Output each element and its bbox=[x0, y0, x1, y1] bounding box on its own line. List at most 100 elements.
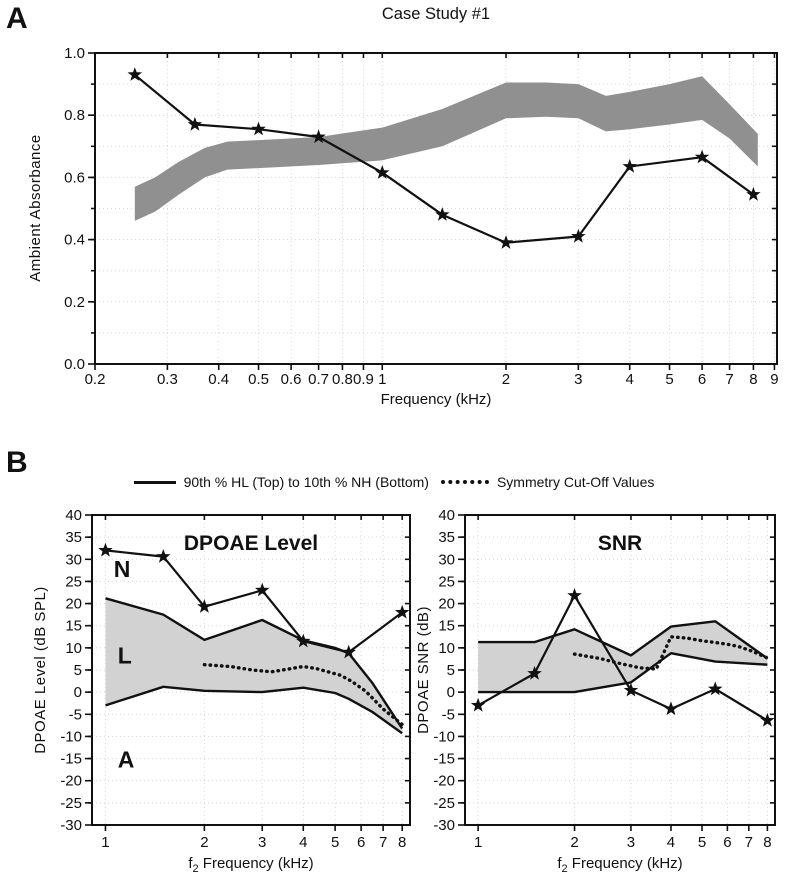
svg-text:-20: -20 bbox=[60, 773, 82, 790]
x-axis-label: f2 Frequency (kHz) bbox=[188, 855, 313, 875]
svg-text:2: 2 bbox=[200, 834, 208, 851]
svg-text:1.0: 1.0 bbox=[64, 45, 85, 62]
symmetry-cutoff-line bbox=[572, 635, 770, 671]
chart-title: Case Study #1 bbox=[382, 5, 490, 23]
svg-text:15: 15 bbox=[65, 618, 82, 635]
snr-chart: 1 2 3 4 5 6 7 84035302520151050-5-10-15-20-25-3… bbox=[415, 507, 776, 875]
svg-text:4: 4 bbox=[667, 834, 675, 851]
star-marker bbox=[156, 549, 171, 563]
star-marker bbox=[311, 129, 326, 144]
svg-text:10: 10 bbox=[438, 640, 455, 657]
svg-text:20: 20 bbox=[438, 596, 455, 613]
star-marker bbox=[567, 588, 582, 602]
svg-text:0.0: 0.0 bbox=[64, 356, 85, 373]
svg-text:0.8: 0.8 bbox=[64, 107, 85, 124]
y-axis-label: DPOAE Level (dB SPL) bbox=[32, 586, 49, 754]
legend: 90th % HL (Top) to 10th % NH (Bottom) Sy… bbox=[0, 470, 788, 494]
svg-text:0.5: 0.5 bbox=[248, 371, 269, 388]
star-marker bbox=[251, 121, 266, 136]
svg-text:5: 5 bbox=[74, 662, 82, 679]
90pct-HL-to-10pct-NH-band bbox=[105, 598, 403, 734]
star-marker bbox=[98, 542, 113, 557]
dotted-line-icon bbox=[440, 480, 489, 484]
star-marker bbox=[470, 697, 486, 712]
svg-text:-15: -15 bbox=[433, 751, 455, 768]
x-axis-label: f2 Frequency (kHz) bbox=[557, 855, 682, 875]
svg-text:0: 0 bbox=[447, 684, 455, 701]
star-marker bbox=[498, 235, 514, 249]
region-label-L: L bbox=[118, 642, 132, 668]
chart-inner-title: SNR bbox=[598, 532, 642, 555]
svg-text:40: 40 bbox=[65, 507, 82, 524]
svg-text:15: 15 bbox=[438, 618, 455, 635]
svg-text:7: 7 bbox=[379, 834, 387, 851]
region-label-N: N bbox=[114, 556, 131, 582]
svg-text:25: 25 bbox=[438, 573, 455, 590]
x-axis-label: Frequency (kHz) bbox=[381, 391, 492, 408]
svg-text:3: 3 bbox=[258, 834, 266, 851]
svg-text:-25: -25 bbox=[60, 795, 82, 812]
svg-text:0: 0 bbox=[74, 684, 82, 701]
star-marker bbox=[395, 604, 410, 619]
star-marker bbox=[187, 116, 203, 131]
chart-inner-title: DPOAE Level bbox=[184, 532, 318, 555]
svg-text:-30: -30 bbox=[60, 817, 82, 834]
svg-text:-25: -25 bbox=[433, 795, 455, 812]
svg-text:4: 4 bbox=[626, 371, 634, 388]
star-marker bbox=[708, 681, 723, 696]
svg-text:6: 6 bbox=[698, 371, 706, 388]
star-marker bbox=[255, 582, 270, 597]
star-marker bbox=[127, 67, 143, 81]
svg-text:3: 3 bbox=[574, 371, 582, 388]
legend-item-cutoff: Symmetry Cut-Off Values bbox=[440, 474, 655, 490]
svg-text:6: 6 bbox=[357, 834, 365, 851]
panel-a-label: A bbox=[6, 2, 28, 35]
y-axis-label: Ambient Absorbance bbox=[27, 134, 44, 281]
svg-text:5: 5 bbox=[447, 662, 455, 679]
svg-text:8: 8 bbox=[749, 371, 757, 388]
svg-text:2: 2 bbox=[570, 834, 578, 851]
svg-text:25: 25 bbox=[65, 573, 82, 590]
svg-text:1: 1 bbox=[378, 371, 386, 388]
star-marker bbox=[341, 644, 356, 659]
legend-item-band: 90th % HL (Top) to 10th % NH (Bottom) bbox=[133, 474, 429, 490]
svg-text:9: 9 bbox=[770, 371, 778, 388]
star-marker bbox=[375, 165, 390, 179]
svg-text:0.7: 0.7 bbox=[308, 371, 329, 388]
normative-range-band bbox=[134, 76, 758, 221]
ambient-absorbance-chart: 0.2 0.3 0.4 0.5 0.6 0.7 0.8 0.9 1 2 3 4 5 6 7 8 90.00.20… bbox=[27, 5, 779, 408]
svg-text:0.9: 0.9 bbox=[353, 371, 374, 388]
svg-text:7: 7 bbox=[725, 371, 733, 388]
svg-text:30: 30 bbox=[65, 551, 82, 568]
svg-text:-5: -5 bbox=[442, 706, 455, 723]
svg-text:8: 8 bbox=[398, 834, 406, 851]
svg-text:6: 6 bbox=[723, 834, 731, 851]
dpoae-level-chart: 1 2 3 4 5 6 7 8 40 35 30 25 20 15 10 5 0 -5 -10 -15 -20 -25 -3… bbox=[32, 507, 411, 875]
star-marker bbox=[197, 599, 212, 613]
solid-line-icon bbox=[133, 480, 176, 484]
star-marker bbox=[623, 682, 639, 697]
star-marker bbox=[571, 228, 586, 243]
legend-band-label: 90th % HL (Top) to 10th % NH (Bottom) bbox=[183, 474, 429, 490]
svg-text:0.6: 0.6 bbox=[64, 169, 85, 186]
svg-text:0.2: 0.2 bbox=[85, 371, 106, 388]
star-marker bbox=[694, 149, 710, 164]
svg-text:35: 35 bbox=[438, 529, 455, 546]
svg-text:5: 5 bbox=[331, 834, 339, 851]
star-marker bbox=[527, 665, 542, 680]
svg-text:7: 7 bbox=[745, 834, 753, 851]
svg-text:35: 35 bbox=[65, 529, 82, 546]
panel-b-label: B bbox=[6, 446, 28, 479]
svg-text:8: 8 bbox=[763, 834, 771, 851]
svg-text:5: 5 bbox=[698, 834, 706, 851]
star-marker bbox=[746, 186, 761, 201]
svg-text:10: 10 bbox=[65, 640, 82, 657]
svg-text:0.6: 0.6 bbox=[281, 371, 302, 388]
svg-text:3: 3 bbox=[627, 834, 635, 851]
svg-text:-30: -30 bbox=[433, 817, 455, 834]
svg-text:1: 1 bbox=[101, 834, 109, 851]
svg-text:-5: -5 bbox=[69, 706, 82, 723]
svg-text:0.8: 0.8 bbox=[332, 371, 353, 388]
svg-text:-20: -20 bbox=[433, 773, 455, 790]
legend-cutoff-label: Symmetry Cut-Off Values bbox=[496, 474, 655, 490]
